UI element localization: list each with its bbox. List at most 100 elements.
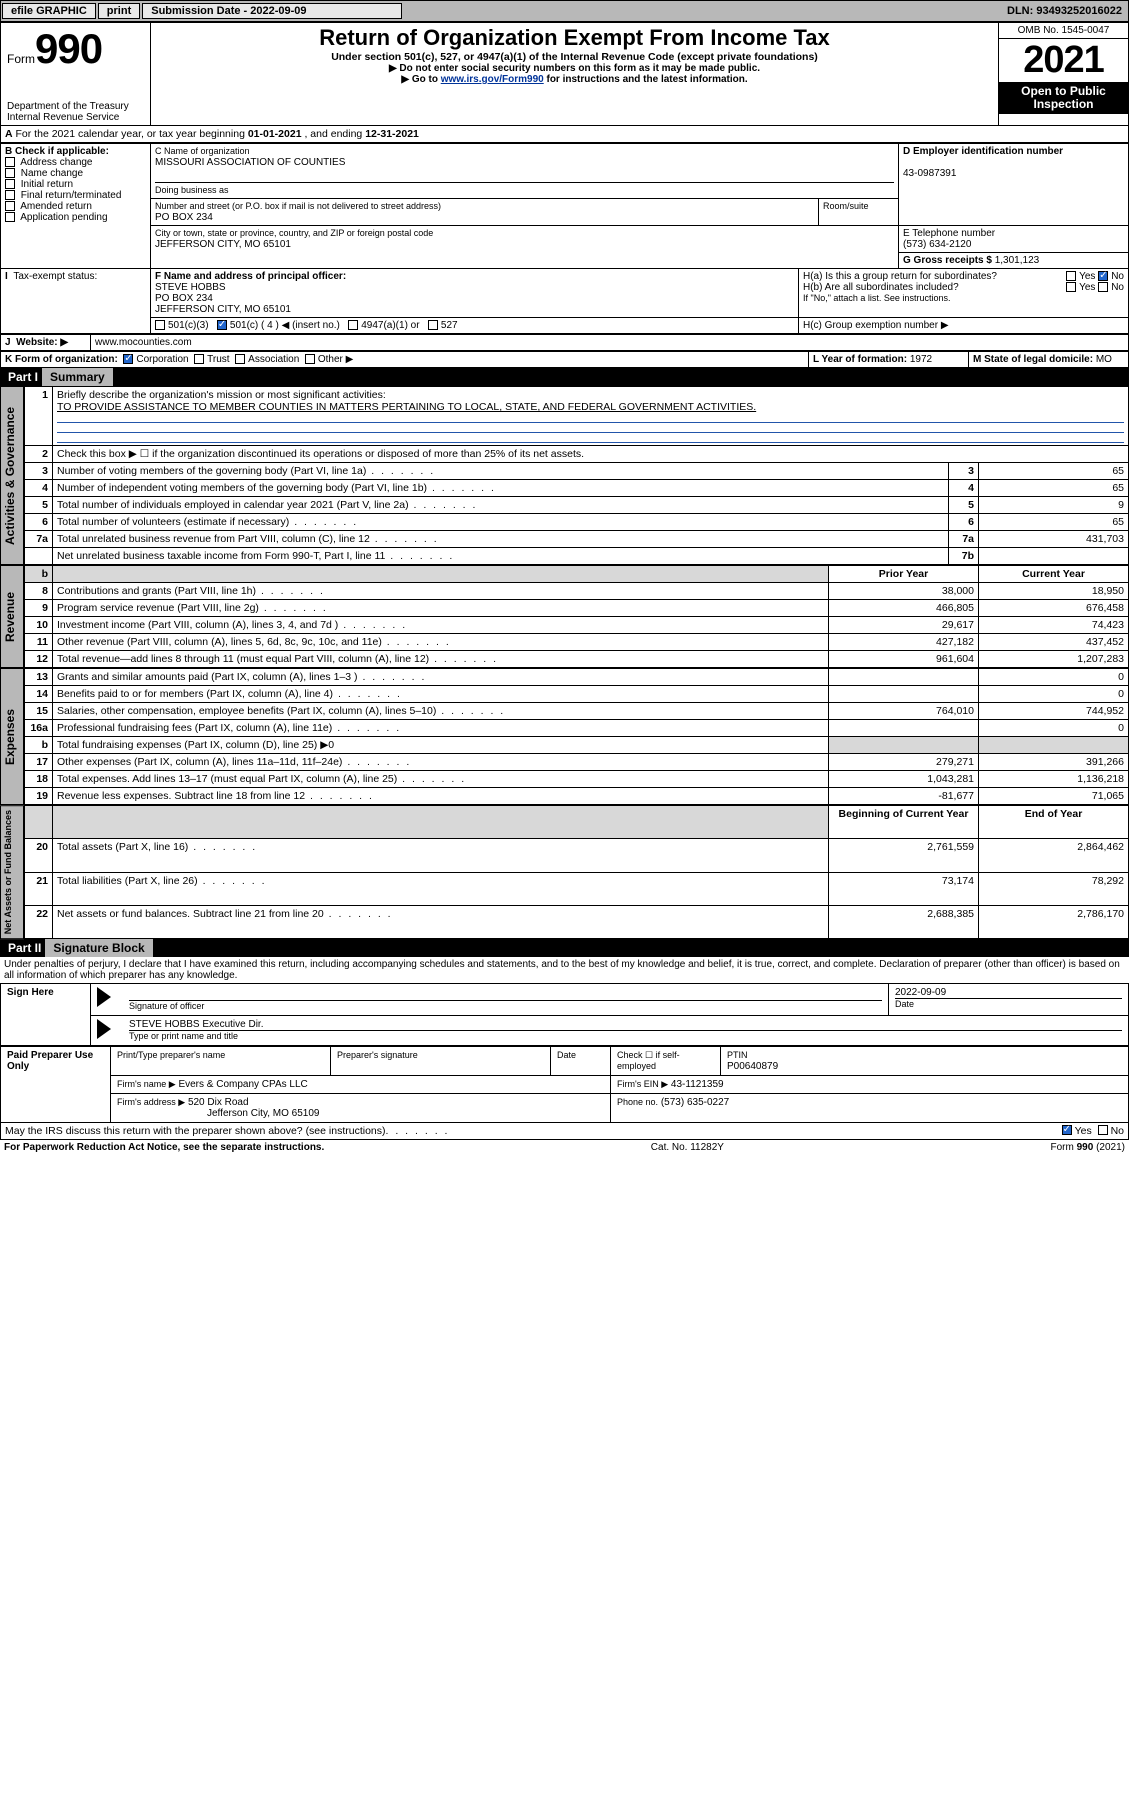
expenses-section: Expenses 13 Grants and similar amounts p… <box>0 668 1129 805</box>
state-domicile: MO <box>1096 354 1112 365</box>
table-row: 16a Professional fundraising fees (Part … <box>25 720 1129 737</box>
form-header: Form990 Department of the Treasury Inter… <box>0 22 1129 126</box>
sign-arrow-icon <box>97 987 111 1007</box>
city-label: City or town, state or province, country… <box>155 228 433 238</box>
end-year-header: End of Year <box>979 806 1129 839</box>
table-row: 10 Investment income (Part VIII, column … <box>25 617 1129 634</box>
ein-value: 43-0987391 <box>903 168 956 179</box>
g-gross-label: G Gross receipts $ <box>903 255 992 266</box>
trust-checkbox[interactable] <box>194 354 204 364</box>
table-row: 7a Total unrelated business revenue from… <box>25 531 1129 548</box>
table-row: 11 Other revenue (Part VIII, column (A),… <box>25 634 1129 651</box>
table-row: 8 Contributions and grants (Part VIII, l… <box>25 583 1129 600</box>
f-officer-label: F Name and address of principal officer: <box>155 271 346 282</box>
d-ein-label: D Employer identification number <box>903 146 1063 157</box>
current-year-header: Current Year <box>979 566 1129 583</box>
netassets-section: Net Assets or Fund Balances Beginning of… <box>0 805 1129 939</box>
tax-exempt-label: Tax-exempt status: <box>13 271 97 282</box>
officer-addr1: PO BOX 234 <box>155 293 213 304</box>
line2-text: Check this box ▶ ☐ if the organization d… <box>53 446 1129 463</box>
org-address: PO BOX 234 <box>155 212 213 223</box>
officer-group-info: I Tax-exempt status: F Name and address … <box>0 269 1129 334</box>
revenue-section: Revenue b Prior Year Current Year 8 Cont… <box>0 565 1129 668</box>
other-checkbox[interactable] <box>305 354 315 364</box>
assoc-checkbox[interactable] <box>235 354 245 364</box>
527-checkbox[interactable] <box>428 320 438 330</box>
revenue-label: Revenue <box>0 565 24 668</box>
submission-date: Submission Date - 2022-09-09 <box>142 3 402 19</box>
b-checkbox[interactable] <box>5 168 15 178</box>
ha-no-checkbox[interactable] <box>1098 271 1108 281</box>
sign-here-label: Sign Here <box>1 984 91 1046</box>
printed-name-label: Type or print name and title <box>129 1031 238 1041</box>
table-row: 5 Total number of individuals employed i… <box>25 497 1129 514</box>
subtitle-3: ▶ Go to www.irs.gov/Form990 for instruct… <box>157 74 992 85</box>
line1-label: Briefly describe the organization's miss… <box>57 389 386 401</box>
mission-text: TO PROVIDE ASSISTANCE TO MEMBER COUNTIES… <box>57 401 756 413</box>
501c-checkbox[interactable] <box>217 320 227 330</box>
cat-no: Cat. No. 11282Y <box>651 1142 724 1153</box>
tax-year: 2021 <box>999 39 1128 82</box>
firm-phone: (573) 635-0227 <box>661 1097 729 1108</box>
501c3-checkbox[interactable] <box>155 320 165 330</box>
print-button[interactable]: print <box>98 3 140 19</box>
year-formation: 1972 <box>910 354 932 365</box>
firm-name: Evers & Company CPAs LLC <box>178 1079 307 1090</box>
b-checkbox[interactable] <box>5 179 15 189</box>
top-toolbar: efile GRAPHIC print Submission Date - 20… <box>0 0 1129 22</box>
org-name: MISSOURI ASSOCIATION OF COUNTIES <box>155 157 345 168</box>
m-label: M State of legal domicile: <box>973 354 1093 365</box>
section-a: A For the 2021 calendar year, or tax yea… <box>0 126 1129 143</box>
sig-officer-label: Signature of officer <box>129 1001 204 1011</box>
addr-label: Number and street (or P.O. box if mail i… <box>155 201 441 211</box>
sign-arrow-icon-2 <box>97 1019 111 1039</box>
dba-label: Doing business as <box>155 185 229 195</box>
e-phone-label: E Telephone number <box>903 228 995 239</box>
website-label: Website: ▶ <box>16 337 68 348</box>
h-a-label: H(a) Is this a group return for subordin… <box>803 271 997 282</box>
b-checkbox[interactable] <box>5 212 15 222</box>
efile-button[interactable]: efile GRAPHIC <box>2 3 96 19</box>
firm-address2: Jefferson City, MO 65109 <box>117 1108 319 1119</box>
table-row: 9 Program service revenue (Part VIII, li… <box>25 600 1129 617</box>
entity-info: B Check if applicable: Address change Na… <box>0 143 1129 269</box>
discuss-yes-checkbox[interactable] <box>1062 1125 1072 1135</box>
open-public-badge: Open to Public Inspection <box>999 82 1128 114</box>
expenses-label: Expenses <box>0 668 24 805</box>
ptin-value: P00640879 <box>727 1061 778 1072</box>
subtitle-2: ▶ Do not enter social security numbers o… <box>157 63 992 74</box>
hb-no-checkbox[interactable] <box>1098 282 1108 292</box>
table-row: 12 Total revenue—add lines 8 through 11 … <box>25 651 1129 668</box>
table-row: 13 Grants and similar amounts paid (Part… <box>25 669 1129 686</box>
form-title: Return of Organization Exempt From Incom… <box>157 25 992 51</box>
b-checkbox[interactable] <box>5 157 15 167</box>
b-checkbox[interactable] <box>5 190 15 200</box>
table-row: 22 Net assets or fund balances. Subtract… <box>25 905 1129 938</box>
netassets-label: Net Assets or Fund Balances <box>0 805 24 939</box>
instructions-link[interactable]: www.irs.gov/Form990 <box>441 74 544 85</box>
section-b-label: B Check if applicable: <box>5 146 109 157</box>
table-row: 6 Total number of volunteers (estimate i… <box>25 514 1129 531</box>
h-c-label: H(c) Group exemption number ▶ <box>803 320 949 331</box>
governance-label: Activities & Governance <box>0 386 24 565</box>
firm-ein: 43-1121359 <box>671 1079 724 1090</box>
ha-yes-checkbox[interactable] <box>1066 271 1076 281</box>
phone-value: (573) 634-2120 <box>903 239 971 250</box>
officer-addr2: JEFFERSON CITY, MO 65101 <box>155 304 291 315</box>
table-row: 4 Number of independent voting members o… <box>25 480 1129 497</box>
table-row: 3 Number of voting members of the govern… <box>25 463 1129 480</box>
org-form-row: K Form of organization: Corporation Trus… <box>0 351 1129 368</box>
corp-checkbox[interactable] <box>123 354 133 364</box>
table-row: 18 Total expenses. Add lines 13–17 (must… <box>25 771 1129 788</box>
omb-number: OMB No. 1545-0047 <box>999 23 1128 39</box>
b-checkbox[interactable] <box>5 201 15 211</box>
form-word: Form <box>7 52 35 66</box>
governance-section: Activities & Governance 1 Briefly descri… <box>0 386 1129 565</box>
hb-yes-checkbox[interactable] <box>1066 282 1076 292</box>
table-row: 21 Total liabilities (Part X, line 26) 7… <box>25 872 1129 905</box>
paperwork-notice: For Paperwork Reduction Act Notice, see … <box>4 1142 324 1153</box>
table-row: 19 Revenue less expenses. Subtract line … <box>25 788 1129 805</box>
officer-name: STEVE HOBBS <box>155 282 226 293</box>
discuss-no-checkbox[interactable] <box>1098 1125 1108 1135</box>
4947-checkbox[interactable] <box>348 320 358 330</box>
